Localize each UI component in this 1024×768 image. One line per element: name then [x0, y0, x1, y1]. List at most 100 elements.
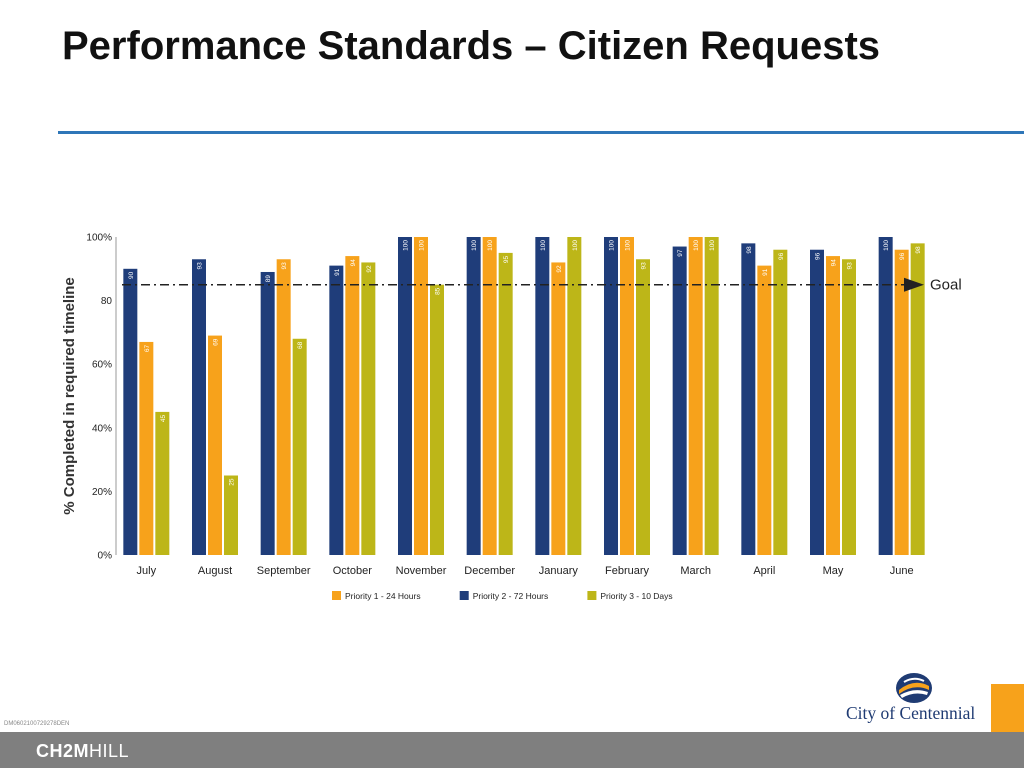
x-tick-label: December: [464, 565, 515, 577]
bar: [672, 246, 687, 555]
bar: [894, 249, 909, 555]
x-tick-label: October: [333, 565, 372, 577]
y-tick-label: 0%: [98, 551, 113, 562]
bar: [878, 237, 893, 555]
x-tick-label: July: [137, 565, 157, 577]
bar-data-label: 100: [709, 240, 716, 251]
legend-swatch: [332, 591, 341, 600]
x-tick-label: June: [890, 565, 914, 577]
bar: [466, 237, 481, 555]
bar: [123, 268, 138, 555]
y-tick-label: 20%: [92, 487, 112, 498]
bar: [810, 249, 824, 555]
bar: [688, 237, 703, 555]
document-id: DM0602100729278DEN: [4, 721, 70, 727]
bar: [192, 259, 206, 555]
bar: [208, 335, 222, 555]
bar-data-label: 93: [847, 262, 854, 270]
bar-data-label: 100: [572, 240, 579, 251]
bar-data-label: 98: [915, 246, 922, 254]
bar: [139, 341, 154, 555]
bar-data-label: 93: [281, 262, 288, 270]
company-logo: CH2MHILL: [36, 741, 129, 762]
bar: [535, 237, 550, 555]
bar-data-label: 100: [625, 240, 632, 251]
x-tick-label: November: [396, 565, 447, 577]
bar-data-label: 91: [762, 268, 769, 276]
x-tick-label: September: [257, 565, 311, 577]
y-tick-label: 100%: [86, 233, 112, 244]
bar-data-label: 85: [435, 287, 442, 295]
centennial-emblem-icon: [896, 673, 932, 703]
bar: [224, 475, 238, 555]
company-logo-bold: CH2M: [36, 741, 90, 761]
bar-data-label: 92: [556, 265, 563, 273]
bar: [276, 259, 291, 555]
goal-label: Goal: [930, 277, 962, 294]
bar-data-label: 89: [265, 275, 272, 283]
y-axis-title: % Completed in required timeline: [61, 277, 78, 515]
legend-label: Priority 1 - 24 Hours: [345, 591, 421, 601]
bar-data-label: 100: [471, 240, 478, 251]
bar: [398, 237, 412, 555]
bar-data-label: 90: [128, 271, 135, 279]
x-tick-label: May: [823, 565, 844, 577]
bar-data-label: 98: [746, 246, 753, 254]
bar: [551, 262, 566, 555]
bar-data-label: 94: [350, 259, 357, 267]
bar-data-label: 91: [334, 268, 341, 276]
bar-data-label: 95: [503, 256, 510, 264]
x-tick-label: March: [680, 565, 711, 577]
bar: [430, 284, 444, 555]
city-logo: City of Centennial: [846, 672, 988, 728]
footer-bar: [0, 732, 1024, 768]
bar: [826, 256, 840, 555]
bar-data-label: 100: [883, 240, 890, 251]
bar-data-label: 93: [197, 262, 204, 270]
bar-data-label: 97: [677, 249, 684, 257]
bar: [498, 252, 513, 555]
bar: [292, 338, 307, 555]
bar-data-label: 96: [815, 252, 822, 260]
y-tick-label: 80: [101, 296, 113, 307]
bar: [155, 411, 170, 555]
bar-data-label: 45: [160, 415, 167, 423]
bar-chart: 0% 20% 40% 60% 80 100% % Completed in required…: [61, 233, 962, 602]
bar-data-label: 94: [831, 259, 838, 267]
bar-data-label: 67: [144, 345, 151, 353]
bar: [361, 262, 376, 555]
bar: [414, 237, 428, 555]
bar-data-label: 100: [403, 240, 410, 251]
bar: [329, 265, 344, 555]
bar: [910, 243, 925, 556]
bar: [260, 271, 275, 555]
title-divider: [58, 131, 1024, 134]
bar-data-label: 100: [540, 240, 547, 251]
legend-label: Priority 2 - 72 Hours: [473, 591, 549, 601]
bar: [773, 249, 788, 555]
y-tick-label: 60%: [92, 360, 112, 371]
company-logo-light: HILL: [89, 741, 130, 761]
bar-data-label: 25: [229, 478, 236, 486]
bar: [482, 237, 497, 555]
x-tick-label: January: [539, 565, 579, 577]
bar-data-label: 96: [778, 252, 785, 260]
bar-data-label: 100: [419, 240, 426, 251]
legend-swatch: [459, 591, 469, 600]
x-tick-label: August: [198, 565, 232, 577]
bar-data-label: 93: [641, 262, 648, 270]
page-title: Performance Standards – Citizen Requests: [62, 24, 881, 68]
goal-arrow-icon: [904, 277, 924, 292]
city-name: City of Centennial: [846, 703, 976, 723]
bar-data-label: 100: [609, 240, 616, 251]
y-tick-label: 40%: [92, 423, 112, 434]
bar-data-label: 100: [693, 240, 700, 251]
bar: [345, 256, 360, 555]
x-tick-label: April: [753, 565, 775, 577]
bar: [704, 237, 719, 555]
bar-data-label: 92: [366, 265, 373, 273]
bar-data-label: 96: [899, 252, 906, 260]
legend-swatch: [587, 591, 597, 600]
x-tick-label: February: [605, 565, 650, 577]
bar: [636, 259, 650, 555]
